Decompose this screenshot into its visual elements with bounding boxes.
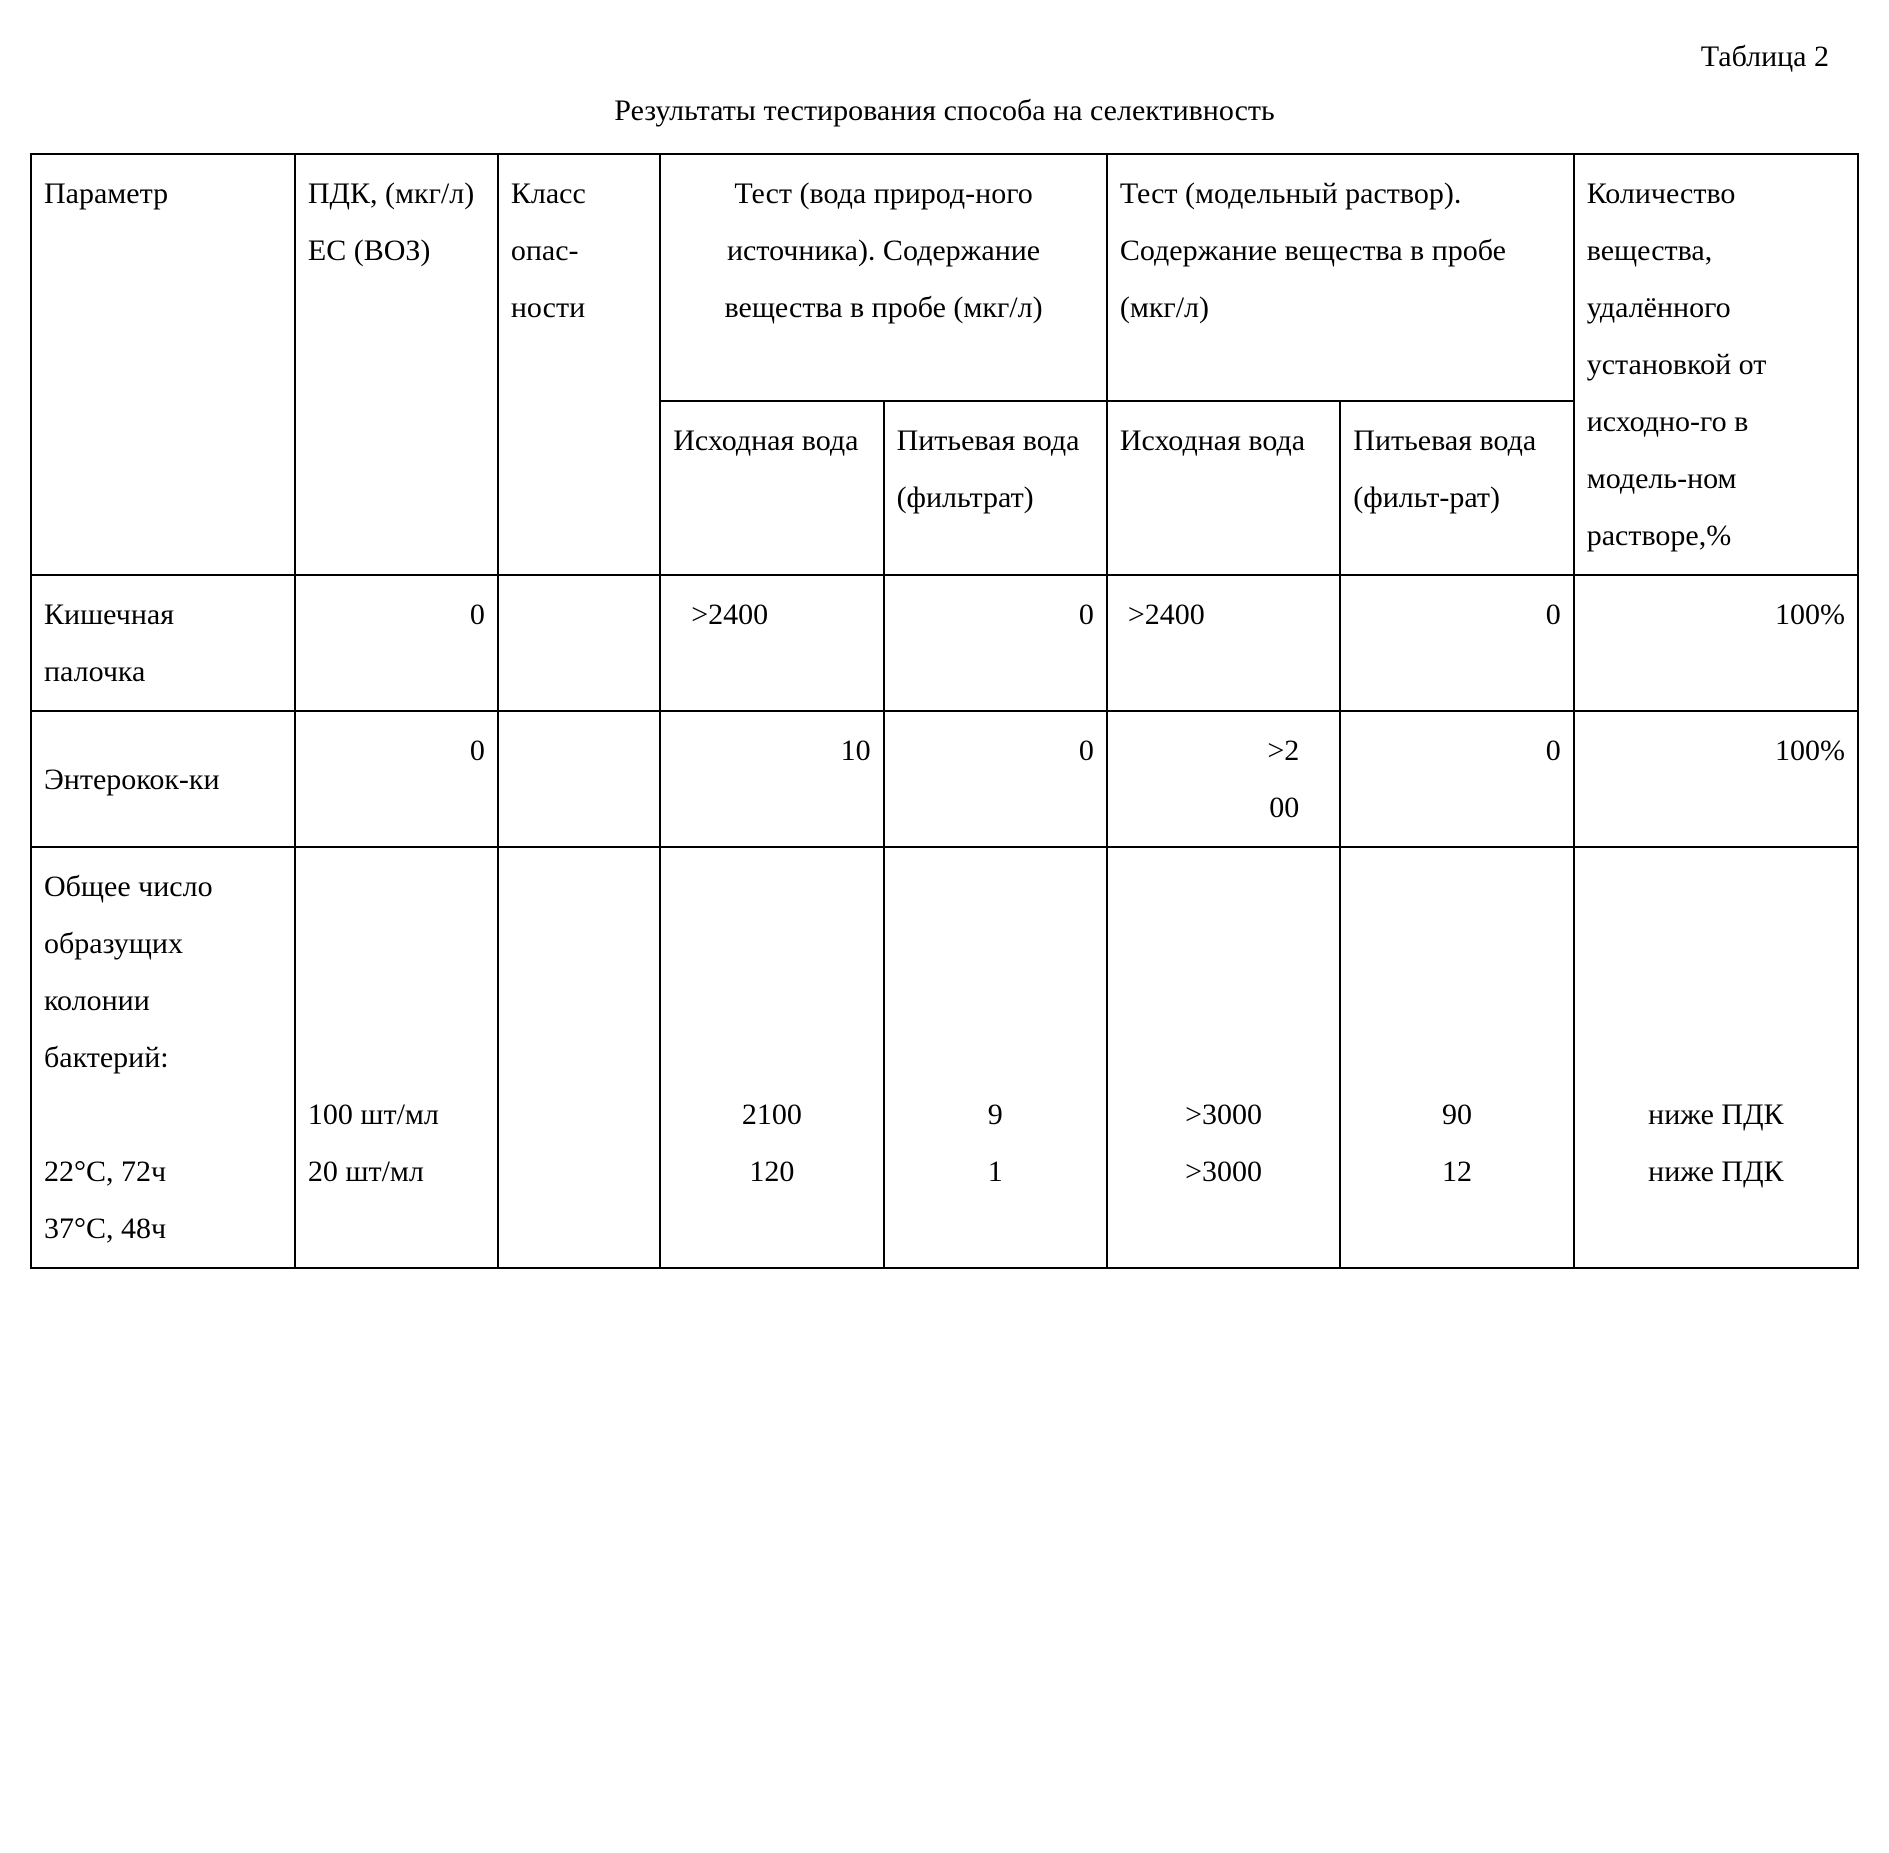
cell-hazard (498, 575, 660, 711)
table-row: Общее число образущих колонии бактерий: … (31, 847, 1858, 1268)
hdr-hazard: Класс опас-ности (498, 154, 660, 575)
cell-nat-drink: 9 1 (884, 847, 1107, 1268)
cell-mod-src: >200 (1107, 711, 1340, 847)
table-label: Таблица 2 (30, 40, 1859, 74)
table-title: Результаты тестирования способа на селек… (30, 94, 1859, 128)
hdr-nat-drink: Питьевая вода (фильтрат) (884, 401, 1107, 575)
cell-pdk: 0 (295, 575, 498, 711)
hdr-nat-src: Исходная вода (660, 401, 883, 575)
cell-hazard (498, 711, 660, 847)
hdr-param: Параметр (31, 154, 295, 575)
cell-nat-src: >2400 (660, 575, 883, 711)
cell-mod-src: >2400 (1107, 575, 1340, 711)
cell-mod-src: >3000 >3000 (1107, 847, 1340, 1268)
cell-pdk: 0 (295, 711, 498, 847)
cell-pdk: 100 шт/мл 20 шт/мл (295, 847, 498, 1268)
cell-nat-drink: 0 (884, 575, 1107, 711)
cell-removed: 100% (1574, 575, 1858, 711)
hdr-test-natural: Тест (вода природ-ного источника). Содер… (660, 154, 1107, 401)
cell-param: Кишечная палочка (31, 575, 295, 711)
cell-nat-src: 2100 120 (660, 847, 883, 1268)
cell-nat-src: 10 (660, 711, 883, 847)
cell-param: Энтерокок-ки (31, 711, 295, 847)
cell-mod-drink: 0 (1340, 575, 1573, 711)
hdr-mod-drink: Питьевая вода (фильт-рат) (1340, 401, 1573, 575)
hdr-mod-src: Исходная вода (1107, 401, 1340, 575)
cell-mod-drink: 90 12 (1340, 847, 1573, 1268)
cell-param: Общее число образущих колонии бактерий: … (31, 847, 295, 1268)
hdr-removed: Количество вещества, удалённого установк… (1574, 154, 1858, 575)
hdr-pdk: ПДК, (мкг/л) ЕС (ВОЗ) (295, 154, 498, 575)
header-row-1: Параметр ПДК, (мкг/л) ЕС (ВОЗ) Класс опа… (31, 154, 1858, 401)
cell-mod-drink: 0 (1340, 711, 1573, 847)
cell-nat-drink: 0 (884, 711, 1107, 847)
cell-removed: 100% (1574, 711, 1858, 847)
hdr-test-model: Тест (модельный раствор). Содержание вещ… (1107, 154, 1574, 401)
table-row: Энтерокок-ки 0 10 0 >200 0 100% (31, 711, 1858, 847)
cell-removed: ниже ПДК ниже ПДК (1574, 847, 1858, 1268)
table-row: Кишечная палочка 0 >2400 0 >2400 0 100% (31, 575, 1858, 711)
results-table: Параметр ПДК, (мкг/л) ЕС (ВОЗ) Класс опа… (30, 153, 1859, 1269)
cell-hazard (498, 847, 660, 1268)
